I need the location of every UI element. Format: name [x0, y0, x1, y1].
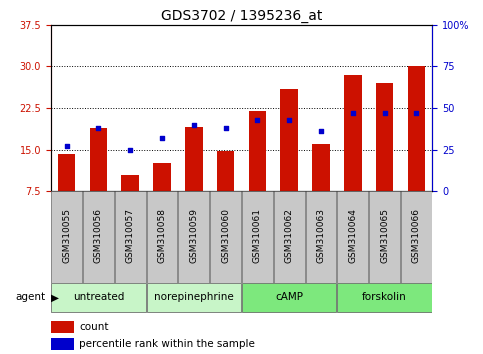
Bar: [242, 191, 273, 283]
Text: GSM310066: GSM310066: [412, 208, 421, 263]
Point: [158, 135, 166, 141]
Bar: [51, 338, 73, 350]
Bar: [178, 191, 209, 283]
Point: [222, 125, 229, 131]
Text: GSM310055: GSM310055: [62, 208, 71, 263]
Point: [254, 117, 261, 122]
Bar: [58, 154, 75, 191]
Text: GSM310060: GSM310060: [221, 208, 230, 263]
Bar: [369, 191, 400, 283]
Bar: [249, 111, 266, 191]
Point: [190, 122, 198, 127]
Text: GSM310059: GSM310059: [189, 208, 199, 263]
Text: GSM310065: GSM310065: [380, 208, 389, 263]
Text: GSM310057: GSM310057: [126, 208, 135, 263]
Bar: [344, 75, 362, 191]
Bar: [153, 164, 171, 191]
Text: GSM310056: GSM310056: [94, 208, 103, 263]
Point: [317, 129, 325, 134]
Text: GSM310064: GSM310064: [348, 208, 357, 263]
Text: GDS3702 / 1395236_at: GDS3702 / 1395236_at: [161, 9, 322, 23]
Bar: [274, 191, 305, 283]
Bar: [146, 283, 241, 312]
Text: agent: agent: [16, 292, 46, 302]
Point: [285, 117, 293, 122]
Point: [127, 147, 134, 152]
Text: count: count: [79, 322, 109, 332]
Bar: [408, 66, 425, 191]
Bar: [51, 321, 73, 333]
Bar: [337, 191, 368, 283]
Bar: [146, 191, 177, 283]
Bar: [401, 191, 432, 283]
Point: [412, 110, 420, 116]
Text: percentile rank within the sample: percentile rank within the sample: [79, 339, 255, 349]
Bar: [185, 127, 202, 191]
Text: ▶: ▶: [51, 292, 59, 302]
Bar: [281, 88, 298, 191]
Bar: [376, 83, 393, 191]
Bar: [121, 175, 139, 191]
Text: GSM310063: GSM310063: [316, 208, 326, 263]
Bar: [306, 191, 337, 283]
Point: [381, 110, 388, 116]
Bar: [83, 191, 114, 283]
Point: [95, 125, 102, 131]
Point: [63, 143, 71, 149]
Text: GSM310062: GSM310062: [284, 208, 294, 263]
Bar: [217, 151, 234, 191]
Point: [349, 110, 356, 116]
Bar: [51, 283, 146, 312]
Text: GSM310061: GSM310061: [253, 208, 262, 263]
Text: forskolin: forskolin: [362, 292, 407, 302]
Bar: [115, 191, 146, 283]
Text: cAMP: cAMP: [275, 292, 303, 302]
Text: untreated: untreated: [73, 292, 124, 302]
Bar: [242, 283, 337, 312]
Bar: [210, 191, 241, 283]
Text: norepinephrine: norepinephrine: [154, 292, 234, 302]
Bar: [90, 129, 107, 191]
Bar: [312, 144, 330, 191]
Bar: [51, 191, 82, 283]
Bar: [337, 283, 432, 312]
Text: GSM310058: GSM310058: [157, 208, 167, 263]
